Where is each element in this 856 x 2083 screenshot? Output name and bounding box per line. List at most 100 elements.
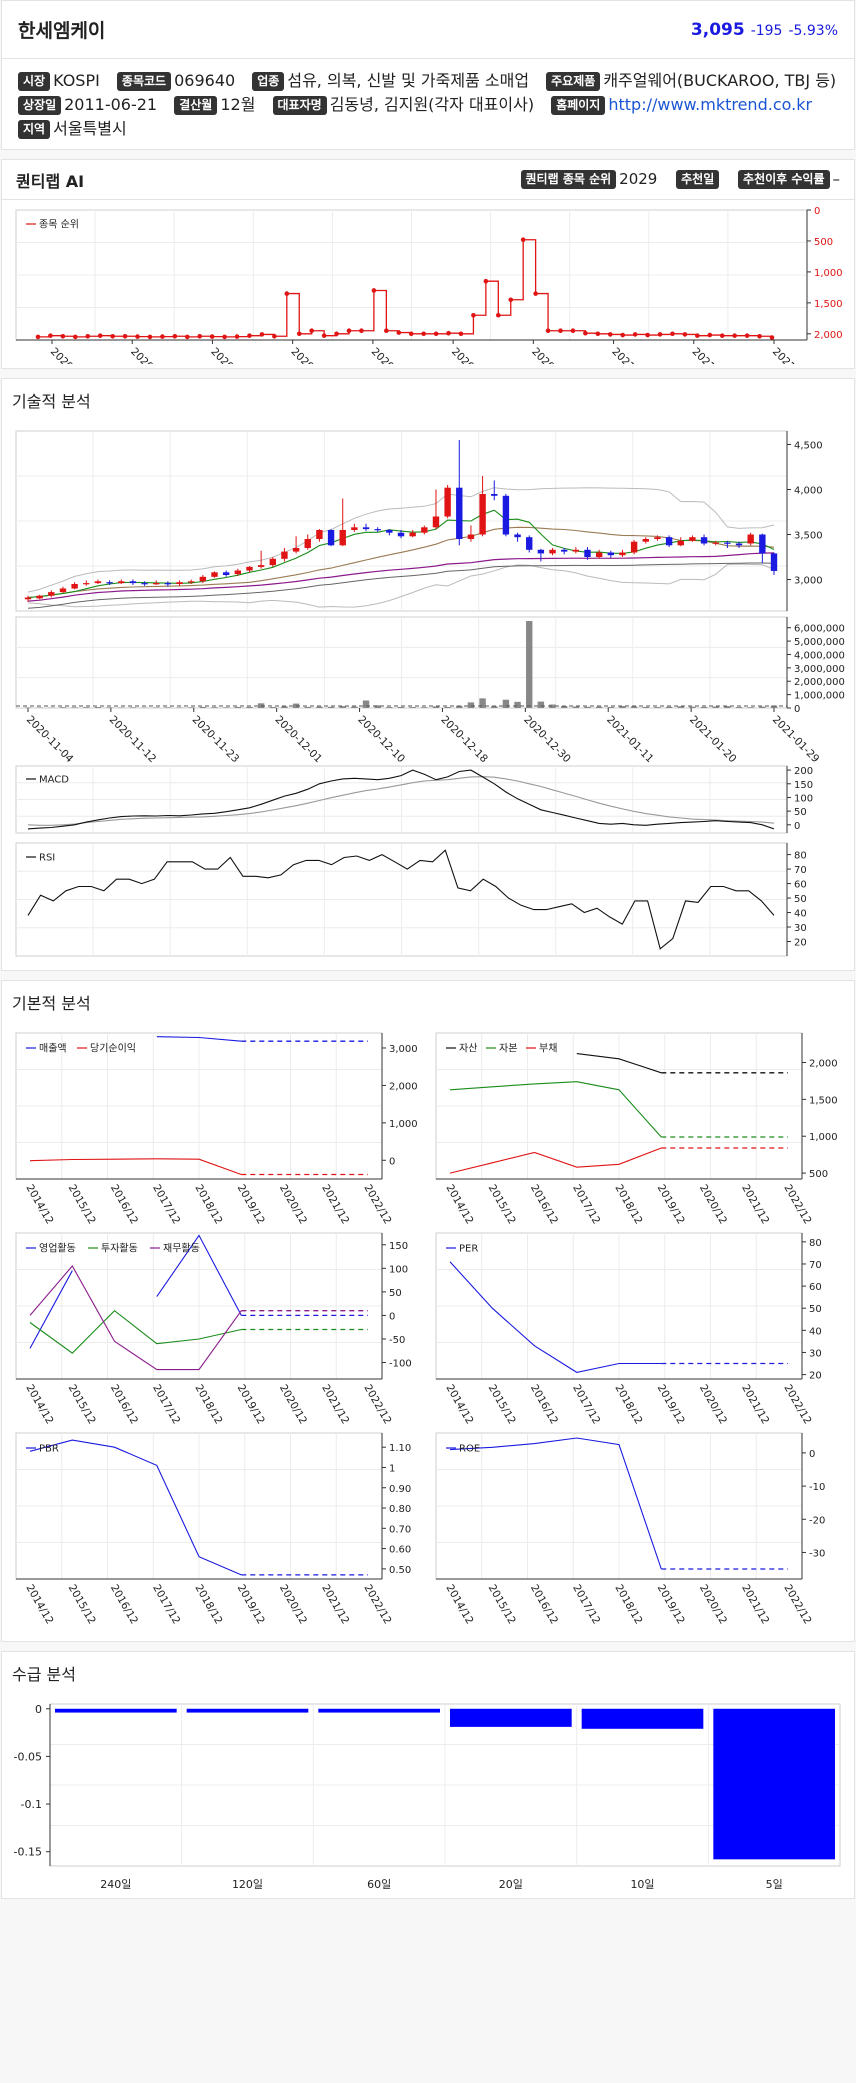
rank-point — [160, 334, 165, 339]
price-candle — [537, 549, 545, 554]
rank-y-tick-label: 1,000 — [814, 268, 843, 279]
volume-x-tick-label: 2020-12-01 — [273, 714, 325, 766]
pbr-y-tick-label: 0.90 — [389, 1484, 411, 1495]
per-y-tick-label: 50 — [809, 1304, 822, 1315]
ceo-tag: 대표자명 — [272, 96, 327, 115]
rank-point — [247, 333, 252, 338]
volume-bar — [514, 701, 521, 708]
price-candle — [409, 532, 416, 537]
price-candle — [526, 537, 533, 550]
supply-y-tick-label: 0 — [35, 1703, 42, 1716]
rsi-series-line — [27, 849, 775, 950]
volume-bar — [560, 706, 568, 708]
rank-point — [744, 333, 750, 338]
price-change: -195 — [750, 22, 783, 39]
balance-legend-label: 자산 — [459, 1043, 477, 1055]
volume-x-tick-label: 2020-12-18 — [438, 714, 490, 766]
supply-x-tick-label: 20일 — [499, 1877, 523, 1891]
rank-point — [48, 333, 53, 338]
cashflow-y-tick-label: 0 — [389, 1311, 395, 1322]
price-candle — [421, 527, 428, 533]
price-candle — [397, 532, 405, 537]
rank-x-tick-label: 2020-11-12 — [128, 346, 180, 364]
volume-bar — [386, 707, 393, 708]
rank-point — [620, 332, 626, 338]
price-candle — [187, 581, 195, 583]
macd-y-tick-label: 50 — [794, 807, 807, 818]
price-candle — [759, 534, 766, 554]
industry-value: 섬유, 의복, 신발 및 가죽제품 소매업 — [287, 71, 530, 90]
rank-point — [645, 332, 650, 338]
rsi-y-tick-label: 70 — [794, 865, 807, 876]
volume-bar — [24, 707, 32, 708]
rank-point — [570, 328, 576, 334]
price-candle — [712, 542, 719, 544]
volume-bar — [572, 706, 580, 708]
region-tag: 지역 — [18, 120, 51, 139]
rsi-y-tick-label: 80 — [794, 851, 807, 862]
balance-legend-label: 부채 — [539, 1043, 557, 1055]
price-candle — [48, 592, 55, 596]
cashflow-x-tick-label: 2022/12 — [361, 1383, 393, 1427]
price-candle — [735, 543, 743, 546]
price-candle — [549, 549, 556, 554]
roe-y-tick-label: -20 — [809, 1515, 825, 1526]
supply-y-tick-label: -0.15 — [14, 1846, 42, 1859]
per-y-tick-label: 40 — [809, 1326, 822, 1337]
supply-chart: 240일 120일 60일 20일 10일 5일 0 -0.05 -0.1 -0.15 — [14, 1703, 841, 1891]
price-candle — [339, 530, 346, 546]
per-y-tick-label: 80 — [809, 1238, 822, 1249]
roe-x-tick-label: 2019/12 — [655, 1583, 687, 1627]
sales-x-tick-label: 2019/12 — [235, 1183, 267, 1227]
rank-point — [583, 330, 588, 336]
price-candle — [572, 549, 580, 552]
rank-y-tick-label: 1,500 — [814, 299, 843, 310]
rank-point — [321, 333, 327, 338]
market-tag: 시장 — [18, 72, 51, 91]
price-candle — [770, 553, 778, 571]
technical-title: 기술적 분석 — [12, 392, 91, 411]
volume-bar — [269, 707, 276, 708]
supply-bar — [186, 1708, 309, 1713]
rank-point — [35, 334, 41, 340]
info-row-3: 지역 서울특별시 — [18, 117, 838, 141]
homepage-link[interactable]: http://www.mktrend.co.kr — [608, 95, 813, 114]
rank-x-tick-label: 2020-12-10 — [369, 346, 421, 364]
per-x-tick-label: 2022/12 — [781, 1383, 813, 1427]
balance-y-tick-label: 2,000 — [809, 1058, 838, 1069]
pbr-x-tick-label: 2015/12 — [66, 1583, 98, 1627]
volume-bar — [222, 707, 230, 708]
price-candle — [479, 494, 486, 535]
price-y-tick-label: 4,000 — [794, 486, 823, 497]
rank-y-tick-label: 0 — [814, 206, 820, 217]
balance-series-line — [449, 1081, 662, 1138]
volume-x-tick-label: 2020-12-30 — [521, 714, 573, 766]
cashflow-y-tick-label: 50 — [389, 1288, 402, 1299]
rank-point — [483, 278, 489, 284]
per-x-tick-label: 2014/12 — [443, 1383, 475, 1427]
rank-y-tick-label: 2,000 — [814, 330, 843, 341]
volume-bar — [770, 705, 778, 708]
stock-detail: 시장 KOSPI 종목코드 069640 업종 섬유, 의복, 신발 및 가죽제품 소… — [2, 59, 854, 149]
price-block: 3,095 -195 -5.93% — [691, 20, 838, 40]
rank-point — [595, 331, 601, 337]
rank-point — [719, 333, 725, 338]
price-candle — [257, 565, 265, 567]
price-bollinger-upper — [27, 487, 775, 593]
rank-point — [359, 328, 364, 334]
price-ma-line — [27, 526, 775, 599]
balance-x-tick-label: 2014/12 — [443, 1183, 475, 1227]
supply-y-tick-label: -0.1 — [21, 1798, 42, 1811]
rank-point — [607, 332, 613, 337]
roe-x-tick-label: 2017/12 — [570, 1583, 602, 1627]
rank-x-tick-label: 2020-11-04 — [48, 346, 100, 364]
roe-x-tick-label: 2015/12 — [486, 1583, 518, 1627]
rec-date-tag: 추천일 — [676, 170, 720, 189]
volume-bar — [456, 705, 463, 708]
price-candle — [83, 583, 90, 585]
supply-y-tick-label: -0.05 — [14, 1750, 42, 1763]
price-candle — [351, 527, 358, 530]
per-x-tick-label: 2017/12 — [570, 1383, 602, 1427]
price-candle — [59, 588, 67, 593]
per-x-tick-label: 2021/12 — [739, 1383, 771, 1427]
